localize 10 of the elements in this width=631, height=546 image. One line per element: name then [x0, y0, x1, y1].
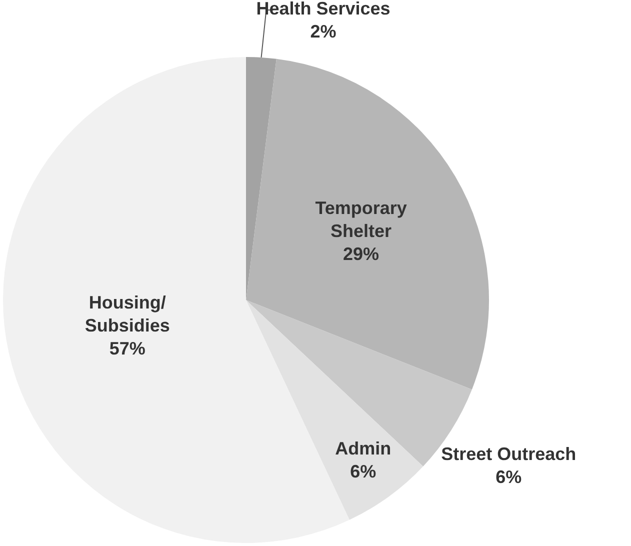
data-label: 57% [109, 338, 146, 358]
slice-label: Housing/ Subsidies [84, 292, 170, 336]
data-label: 29% [343, 244, 380, 264]
data-label: 2% [310, 21, 336, 42]
slice-label: Health Services [256, 0, 390, 18]
slice-label: Admin [335, 438, 392, 459]
slice-label: Street Outreach [441, 444, 576, 464]
data-label: 6% [496, 467, 522, 488]
data-label: 6% [350, 462, 376, 482]
slice-label: Temporary Shelter [315, 198, 407, 241]
